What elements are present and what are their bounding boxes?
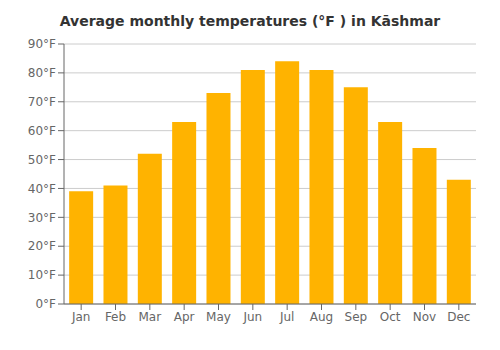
svg-text:Nov: Nov [413,310,436,324]
html-text:Average monthly temperatures (: Average monthly temperatures (°F ) in Kā… [59,13,441,29]
svg-text:Oct: Oct [380,310,401,324]
svg-text:30°F: 30°F [28,211,56,225]
svg-text:Dec: Dec [447,310,470,324]
svg-text:Aug: Aug [310,310,333,324]
svg-text:Jul: Jul [279,310,294,324]
svg-text:80°F: 80°F [28,66,56,80]
svg-text:0°F: 0°F [35,297,56,311]
svg-text:Sep: Sep [345,310,368,324]
svg-text:Mar: Mar [139,310,162,324]
svg-text:20°F: 20°F [28,239,56,253]
svg-text:50°F: 50°F [28,153,56,167]
svg-text:May: May [206,310,231,324]
svg-text:90°F: 90°F [28,37,56,51]
svg-text:Jan: Jan [71,310,91,324]
svg-text:Apr: Apr [174,310,195,324]
svg-text:70°F: 70°F [28,95,56,109]
svg-text:Feb: Feb [105,310,126,324]
svg-text:10°F: 10°F [28,268,56,282]
svg-text:40°F: 40°F [28,182,56,196]
svg-text:60°F: 60°F [28,124,56,138]
svg-text:Jun: Jun [242,310,262,324]
